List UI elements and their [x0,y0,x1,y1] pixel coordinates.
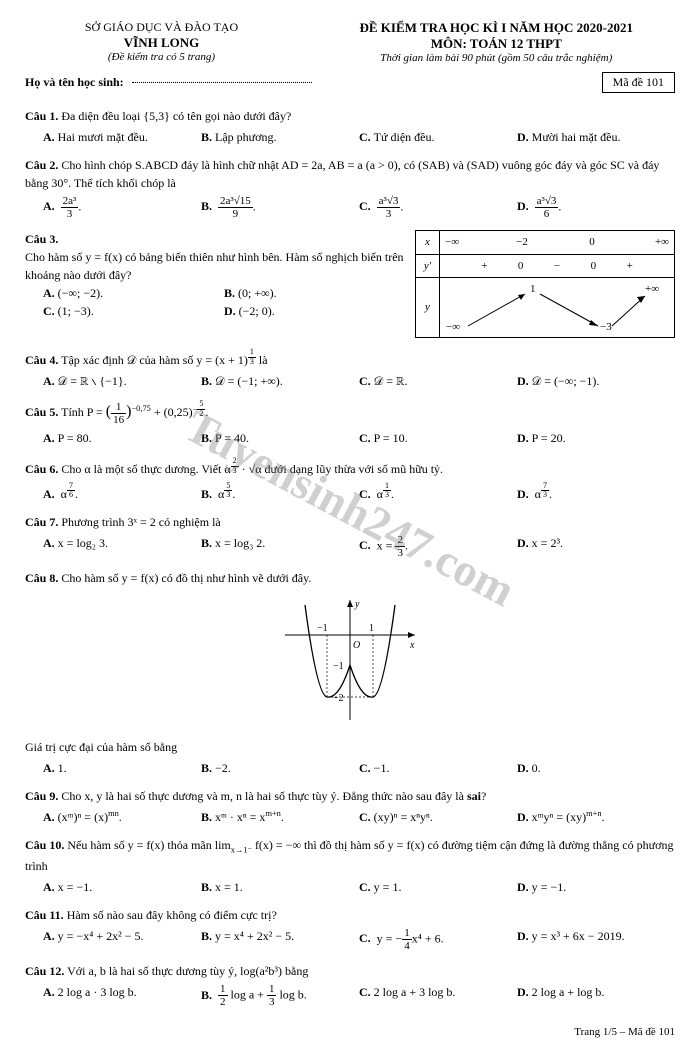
svg-text:−1: −1 [333,661,344,672]
svg-text:1: 1 [369,623,374,634]
question-11: Câu 11. Hàm số nào sau đây không có điểm… [25,906,675,952]
question-7: Câu 7. Phương trình 3ˣ = 2 có nghiệm là … [25,513,675,559]
subject: MÔN: TOÁN 12 THPT [318,36,676,52]
question-5: Câu 5. Tính P = (116)−0,75 + (0,25)−52. … [25,400,675,447]
question-9: Câu 9. Cho x, y là hai số thực dương và … [25,787,675,826]
svg-text:1: 1 [530,283,536,295]
variation-table: x −∞ −2 0 +∞ y′ + 0 − 0 + y [415,230,675,338]
function-graph: x y O −1 1 −1 −2 [275,595,425,725]
svg-text:−1: −1 [317,623,328,634]
dept-name: SỞ GIÁO DỤC VÀ ĐÀO TẠO [25,20,298,35]
exam-code: Mã đề 101 [602,72,675,93]
student-label: Họ và tên học sinh: [25,75,124,90]
question-6: Câu 6. Cho α là một số thực dương. Viết … [25,457,675,502]
question-2: Câu 2. Cho hình chóp S.ABCD đáy là hình … [25,156,675,220]
question-1: Câu 1. Đa diện đều loại {5,3} có tên gọi… [25,107,675,146]
question-8: Câu 8. Cho hàm số y = f(x) có đồ thị như… [25,569,675,777]
student-name-line [132,82,312,83]
page-footer: Trang 1/5 – Mã đề 101 [25,1026,675,1038]
question-4: Câu 4. Tập xác định 𝒟 của hàm số y = (x … [25,348,675,390]
svg-text:y: y [354,599,360,610]
question-10: Câu 10. Nếu hàm số y = f(x) thỏa mãn lim… [25,836,675,896]
province: VĨNH LONG [25,35,298,51]
svg-text:−∞: −∞ [446,321,460,333]
document-header: SỞ GIÁO DỤC VÀ ĐÀO TẠO VĨNH LONG (Đề kiể… [25,20,675,64]
duration: Thời gian làm bài 90 phút (gồm 50 câu tr… [318,52,676,64]
question-3: Câu 3. Cho hàm số y = f(x) có bảng biến … [25,230,675,338]
pages-note: (Đề kiểm tra có 5 trang) [25,51,298,63]
exam-title: ĐỀ KIỂM TRA HỌC KÌ I NĂM HỌC 2020-2021 [318,20,676,36]
svg-text:−3: −3 [600,321,612,333]
svg-text:+∞: +∞ [645,283,659,295]
svg-text:O: O [353,640,360,651]
svg-text:x: x [409,640,415,651]
student-row: Họ và tên học sinh: Mã đề 101 [25,72,675,93]
question-12: Câu 12. Với a, b là hai số thực dương tù… [25,962,675,1008]
